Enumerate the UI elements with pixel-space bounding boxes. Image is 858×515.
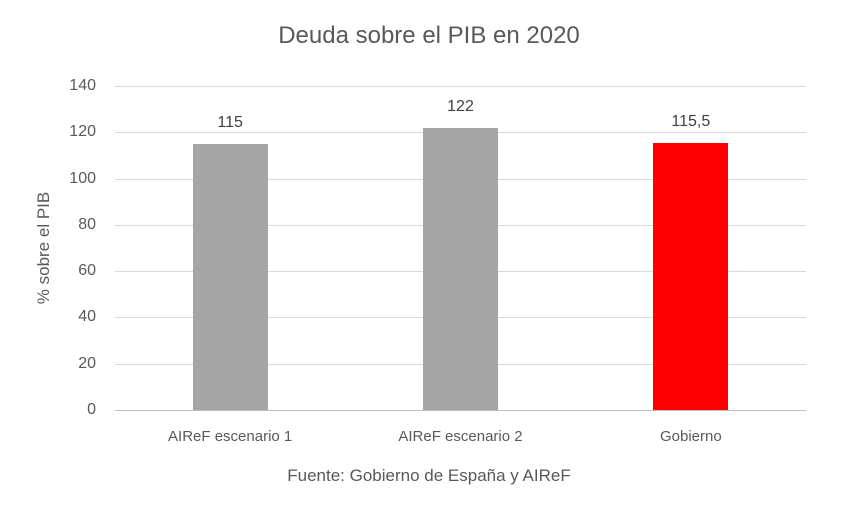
data-label: 122: [447, 97, 474, 115]
y-tick-label: 60: [78, 262, 96, 280]
bar: [423, 127, 498, 410]
chart-title: Deuda sobre el PIB en 2020: [278, 22, 580, 49]
data-label: 115,5: [671, 112, 711, 130]
y-tick-label: 80: [78, 215, 96, 233]
data-label: 115: [217, 113, 243, 131]
x-axis-line: [115, 410, 806, 411]
x-tick-label: Gobierno: [659, 428, 722, 445]
y-tick-label: 40: [78, 308, 96, 326]
y-tick-label: 140: [69, 77, 96, 94]
y-axis-label: % sobre el PIB: [34, 191, 53, 305]
plot-area: 115 122 115,5: [115, 86, 806, 411]
bar: [192, 143, 268, 410]
y-tick-label: 100: [69, 169, 96, 187]
x-axis-label-source: Fuente: Gobierno de España y AIReF: [287, 466, 571, 485]
x-tick-label: AIReF escenario 1: [168, 428, 293, 445]
y-tick-label: 120: [69, 123, 96, 141]
bar: [653, 142, 729, 410]
x-tick-label: AIReF escenario 2: [398, 428, 523, 445]
gridline: [115, 86, 806, 87]
y-tick-label: 0: [87, 401, 96, 418]
y-tick-label: 20: [78, 354, 96, 372]
